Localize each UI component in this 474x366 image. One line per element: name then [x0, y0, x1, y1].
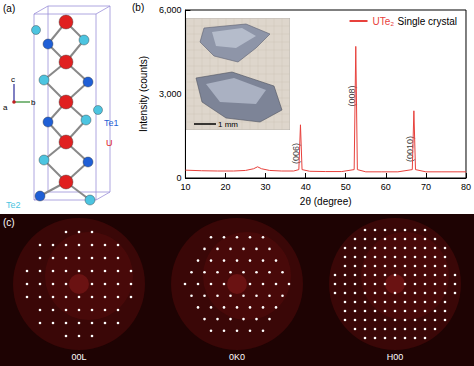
svg-text:Single crystal: Single crystal	[398, 16, 457, 27]
svg-text:0K0: 0K0	[229, 352, 245, 362]
svg-text:80: 80	[461, 182, 471, 192]
svg-text:Intensity (counts): Intensity (counts)	[138, 56, 149, 132]
svg-text:20: 20	[220, 182, 230, 192]
svg-text:60: 60	[381, 182, 391, 192]
svg-text:UTe₂: UTe₂	[373, 16, 395, 27]
svg-text:50: 50	[341, 182, 351, 192]
svg-text:0: 0	[176, 173, 182, 183]
svg-text:40: 40	[301, 182, 311, 192]
svg-text:Te1: Te1	[104, 118, 119, 128]
svg-text:10: 10	[180, 182, 190, 192]
svg-text:U: U	[106, 138, 113, 148]
svg-text:1 mm: 1 mm	[218, 120, 238, 129]
svg-text:H00: H00	[387, 352, 404, 362]
svg-text:(b): (b)	[132, 2, 144, 13]
svg-text:3,000: 3,000	[159, 89, 182, 99]
svg-text:6,000: 6,000	[159, 5, 182, 15]
svg-text:c: c	[11, 75, 15, 84]
svg-text:a: a	[3, 103, 8, 112]
svg-text:(a): (a)	[3, 3, 15, 14]
svg-text:Te2: Te2	[6, 200, 21, 210]
svg-text:2θ (degree): 2θ (degree)	[300, 196, 352, 207]
svg-text:70: 70	[421, 182, 431, 192]
svg-text:b: b	[31, 98, 36, 107]
svg-text:(006): (006)	[291, 143, 302, 164]
svg-text:30: 30	[261, 182, 271, 192]
svg-text:00L: 00L	[71, 352, 86, 362]
svg-text:(008): (008)	[346, 85, 357, 107]
svg-text:(0010): (0010)	[404, 136, 415, 162]
svg-text:(c): (c)	[3, 217, 15, 228]
